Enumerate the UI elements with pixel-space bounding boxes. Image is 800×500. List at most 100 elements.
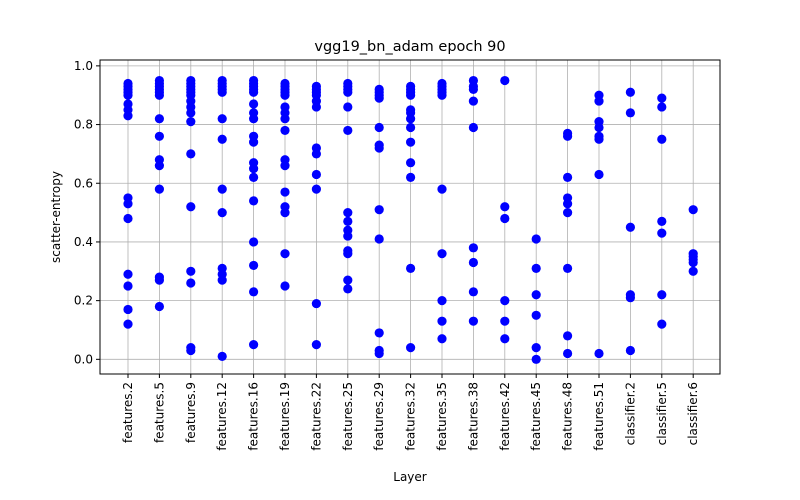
scatter-point [531,290,541,300]
scatter-point [217,134,227,144]
scatter-point [280,90,290,100]
scatter-point [249,114,259,124]
scatter-point [123,281,133,291]
scatter-point [249,163,259,174]
x-tick-label: classifier.6 [686,382,700,445]
x-tick-label: features.32 [404,382,418,451]
scatter-point [154,184,164,194]
scatter-point [249,99,259,109]
scatter-point [468,257,478,268]
scatter-point [657,134,667,144]
scatter-point [406,90,416,100]
scatter-point [468,243,478,253]
scatter-point [374,234,384,244]
scatter-point [343,216,353,227]
scatter-point [625,108,636,118]
scatter-point [343,102,353,112]
scatter-point [280,207,290,218]
scatter-point [406,158,416,168]
scatter-point [343,231,353,241]
scatter-point [154,301,164,312]
y-axis-label: scatter-entropy [49,171,63,263]
scatter-point [123,199,133,209]
scatter-point [154,114,164,124]
x-tick-label: features.9 [184,382,198,443]
scatter-point [437,334,447,344]
x-tick-label: features.35 [435,382,449,451]
scatter-point [217,275,227,285]
scatter-point [657,93,667,103]
scatter-point [311,184,321,194]
y-tick-label: 0.8 [74,118,93,132]
scatter-point [374,122,384,133]
scatter-point [531,234,541,244]
x-tick-label: features.45 [529,382,543,451]
x-tick-label: classifier.2 [623,382,637,445]
y-tick-label: 0.4 [74,235,93,249]
scatter-point [531,263,541,273]
scatter-point [123,319,133,329]
scatter-point [563,263,573,273]
scatter-point [249,172,259,182]
scatter-point [280,187,290,197]
scatter-point [154,90,164,100]
x-tick-label: features.42 [498,382,512,451]
scatter-point [249,237,259,247]
scatter-point [468,84,478,94]
scatter-point [123,213,133,224]
scatter-point [311,102,321,112]
scatter-point [406,137,416,147]
scatter-point [437,184,447,194]
scatter-point [657,228,667,238]
scatter-point [249,287,259,297]
scatter-point [249,260,259,271]
scatter-point [343,284,353,294]
scatter-point [217,207,227,218]
scatter-point [500,202,510,212]
scatter-point [437,316,447,326]
scatter-point [343,275,353,285]
scatter-point [625,222,636,232]
y-tick-label: 0.2 [74,294,93,308]
y-tick-label: 1.0 [74,59,93,73]
x-tick-label: features.25 [341,382,355,451]
scatter-point [280,114,290,124]
scatter-point [280,161,290,171]
x-tick-label: features.12 [215,382,229,451]
scatter-point [563,331,573,341]
x-tick-label: features.48 [561,382,575,451]
scatter-point [123,111,133,121]
chart-title: vgg19_bn_adam epoch 90 [314,39,505,55]
scatter-point [186,108,196,118]
x-tick-label: features.5 [152,382,166,443]
x-axis-label: Layer [393,470,427,484]
scatter-point [468,96,478,106]
scatter-point [657,290,667,300]
scatter-point [186,266,196,276]
scatter-point [311,149,321,159]
x-tick-label: features.51 [592,382,606,451]
scatter-point [406,122,416,133]
scatter-point [123,304,133,315]
scatter-point [468,316,478,326]
x-tick-label: features.2 [121,382,135,443]
scatter-point [468,122,478,133]
scatter-point [594,348,604,359]
scatter-point [343,249,353,259]
scatter-point [311,169,321,180]
scatter-point [217,184,227,194]
x-tick-label: features.22 [309,382,323,451]
scatter-point [563,207,573,218]
scatter-point [594,96,604,106]
scatter-point [500,316,510,326]
scatter-point [657,102,667,112]
scatter-point [374,328,384,338]
scatter-point [531,310,541,320]
scatter-point [280,249,290,259]
scatter-point [154,131,164,141]
scatter-point [343,125,353,136]
scatter-point [186,149,196,159]
scatter-point [437,296,447,306]
scatter-point [186,202,196,212]
scatter-point [343,207,353,218]
